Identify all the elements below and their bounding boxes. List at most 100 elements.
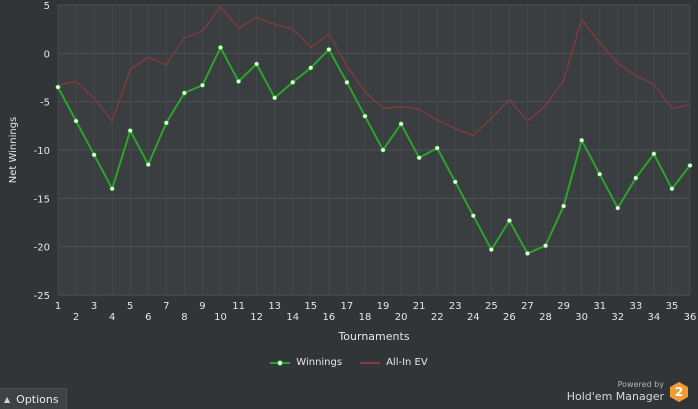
y-tick-label: -15 — [34, 194, 50, 205]
x-tick-label: 29 — [557, 301, 570, 312]
x-tick-label: 20 — [395, 312, 408, 323]
x-tick-label: 32 — [611, 312, 624, 323]
data-point-winnings — [579, 137, 585, 143]
legend: Winnings All-In EV — [0, 357, 698, 368]
data-point-winnings — [488, 247, 494, 253]
x-tick-label: 3 — [91, 301, 97, 312]
x-tick-label: 36 — [684, 312, 697, 323]
data-point-winnings — [326, 46, 332, 52]
y-tick-label: -20 — [34, 243, 50, 254]
x-tick-label: 8 — [181, 312, 187, 323]
brand: Powered by Hold'em Manager 2 — [567, 378, 688, 406]
data-point-winnings — [109, 186, 115, 192]
x-tick-label: 12 — [250, 312, 263, 323]
x-tick-label: 33 — [629, 301, 642, 312]
x-tick-label: 31 — [593, 301, 606, 312]
x-tick-label: 23 — [449, 301, 462, 312]
data-point-winnings — [651, 151, 657, 157]
data-point-winnings — [669, 186, 675, 192]
x-tick-label: 25 — [485, 301, 498, 312]
data-point-winnings — [434, 145, 440, 151]
x-tick-label: 30 — [575, 312, 588, 323]
y-tick-label: 0 — [44, 49, 50, 60]
data-point-winnings — [181, 90, 187, 96]
data-point-winnings — [362, 113, 368, 119]
data-point-winnings — [236, 78, 242, 84]
x-tick-label: 24 — [467, 312, 480, 323]
data-point-winnings — [199, 82, 205, 88]
x-tick-label: 34 — [648, 312, 661, 323]
data-point-winnings — [597, 171, 603, 177]
x-tick-label: 19 — [377, 301, 390, 312]
powered-by-text: Powered by — [617, 380, 664, 389]
data-point-winnings — [543, 243, 549, 249]
data-point-winnings — [127, 128, 133, 134]
x-tick-label: 22 — [431, 312, 444, 323]
x-tick-label: 28 — [539, 312, 552, 323]
data-point-winnings — [506, 218, 512, 224]
x-tick-label: 21 — [413, 301, 426, 312]
data-point-winnings — [344, 79, 350, 85]
brand-logo-icon: 2 — [670, 382, 688, 402]
y-tick-label: 5 — [44, 1, 50, 12]
x-tick-label: 4 — [109, 312, 115, 323]
x-tick-label: 5 — [127, 301, 133, 312]
data-point-winnings — [398, 121, 404, 127]
data-point-winnings — [218, 45, 224, 51]
x-tick-label: 11 — [232, 301, 245, 312]
data-point-winnings — [73, 118, 79, 124]
legend-item-allin-ev[interactable]: All-In EV — [360, 357, 428, 368]
data-point-winnings — [561, 203, 567, 209]
options-button[interactable]: ▲ Options — [0, 388, 67, 409]
data-point-winnings — [452, 179, 458, 185]
x-tick-label: 35 — [666, 301, 679, 312]
y-axis-ticks: 5 0 -5 -10 -15 -20 -25 — [34, 1, 50, 302]
x-tick-label: 26 — [503, 312, 516, 323]
x-tick-label: 9 — [199, 301, 205, 312]
legend-label-allin-ev: All-In EV — [386, 357, 428, 368]
x-tick-label: 13 — [268, 301, 281, 312]
y-axis-label: Net Winnings — [8, 117, 19, 184]
x-tick-label: 16 — [322, 312, 335, 323]
legend-swatch-allin-ev — [360, 358, 381, 368]
y-tick-label: -25 — [34, 291, 50, 302]
data-point-winnings — [91, 152, 97, 158]
data-point-winnings — [524, 250, 530, 256]
x-tick-label: 18 — [359, 312, 372, 323]
x-tick-label: 15 — [304, 301, 317, 312]
data-point-winnings — [470, 213, 476, 219]
data-point-winnings — [308, 65, 314, 71]
x-tick-label: 14 — [286, 312, 299, 323]
x-tick-label: 10 — [214, 312, 227, 323]
y-tick-label: -10 — [34, 146, 50, 157]
data-point-winnings — [55, 84, 61, 90]
data-point-winnings — [416, 155, 422, 161]
x-axis-ticks: 1234567891011121314151617181920212223242… — [55, 301, 697, 323]
data-point-winnings — [254, 61, 260, 67]
legend-item-winnings[interactable]: Winnings — [270, 357, 342, 368]
x-tick-label: 6 — [145, 312, 151, 323]
data-point-winnings — [290, 79, 296, 85]
data-point-winnings — [687, 162, 693, 168]
x-tick-label: 2 — [73, 312, 79, 323]
data-point-winnings — [145, 162, 151, 168]
data-point-winnings — [633, 175, 639, 181]
x-tick-label: 7 — [163, 301, 169, 312]
series-line-winnings — [57, 46, 691, 255]
legend-label-winnings: Winnings — [296, 357, 343, 368]
x-tick-label: 17 — [341, 301, 354, 312]
brand-name: Hold'em Manager — [566, 390, 664, 403]
series-layer — [55, 6, 693, 256]
x-axis-label: Tournaments — [337, 330, 409, 343]
caret-up-icon: ▲ — [4, 394, 11, 404]
y-tick-label: -5 — [40, 98, 50, 109]
data-point-winnings — [163, 120, 169, 126]
data-point-winnings — [380, 147, 386, 153]
series-line-allin-ev — [57, 6, 691, 137]
data-point-winnings — [615, 205, 621, 211]
x-tick-label: 27 — [521, 301, 534, 312]
options-label: Options — [16, 392, 59, 406]
legend-swatch-winnings — [270, 358, 291, 368]
data-point-winnings — [272, 95, 278, 101]
